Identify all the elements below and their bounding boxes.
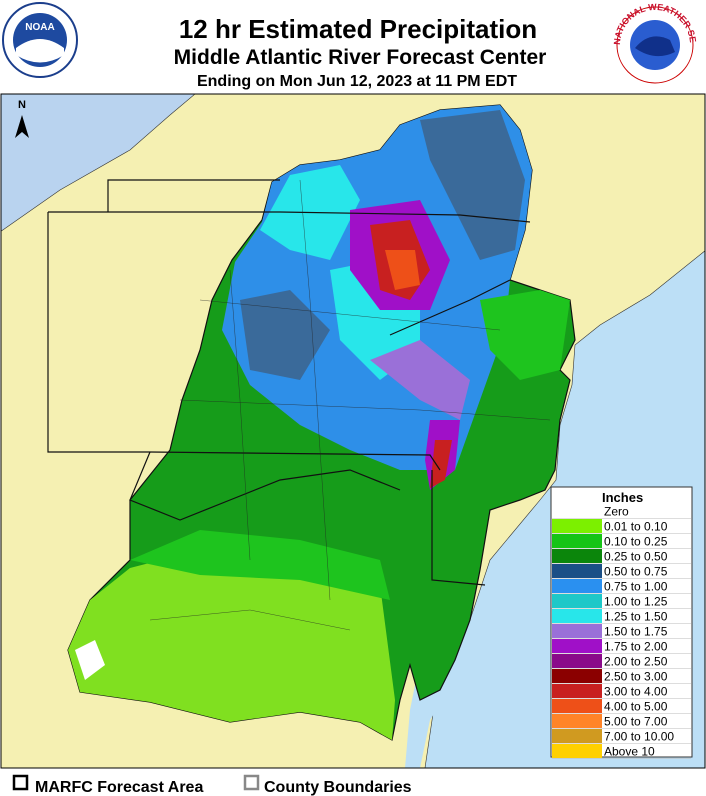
legend-label: 2.50 to 3.00 (604, 670, 668, 684)
legend-swatch (552, 654, 602, 668)
legend-swatch (552, 594, 602, 608)
legend-title: Inches (602, 490, 643, 505)
noaa-text: NOAA (25, 22, 54, 33)
map: N (1, 94, 705, 768)
legend-swatch (552, 714, 602, 728)
legend-label: 7.00 to 10.00 (604, 730, 674, 744)
legend-swatch (552, 729, 602, 743)
legend-label: 0.75 to 1.00 (604, 580, 668, 594)
county-label: County Boundaries (264, 779, 412, 796)
legend-swatch (552, 624, 602, 638)
legend-label: Zero (604, 505, 629, 519)
legend-swatch (552, 744, 602, 758)
legend-swatch (552, 684, 602, 698)
noaa-logo: NOAA (2, 2, 78, 78)
forecast-area-label: MARFC Forecast Area (35, 779, 203, 796)
legend-label: 5.00 to 7.00 (604, 715, 668, 729)
legend-swatch (552, 699, 602, 713)
subtitle: Middle Atlantic River Forecast Center (174, 46, 547, 69)
legend-label: 1.50 to 1.75 (604, 625, 668, 639)
ending-time: Ending on Mon Jun 12, 2023 at 11 PM EDT (197, 73, 517, 90)
legend-label: 2.00 to 2.50 (604, 655, 668, 669)
legend-label: 0.50 to 0.75 (604, 565, 668, 579)
north-label: N (18, 99, 26, 111)
legend-swatch (552, 534, 602, 548)
legend-label: 1.25 to 1.50 (604, 610, 668, 624)
legend-swatch (552, 504, 602, 518)
legend-label: 3.00 to 4.00 (604, 685, 668, 699)
legend-swatch (552, 579, 602, 593)
legend-label: 0.01 to 0.10 (604, 520, 668, 534)
legend-label: 1.00 to 1.25 (604, 595, 668, 609)
legend-label: 1.75 to 2.00 (604, 640, 668, 654)
legend-label: 4.00 to 5.00 (604, 700, 668, 714)
legend-swatch (552, 549, 602, 563)
legend-swatch (552, 609, 602, 623)
legend-swatch (552, 519, 602, 533)
legend-swatch (552, 639, 602, 653)
legend-swatch (552, 669, 602, 683)
legend-label: 0.25 to 0.50 (604, 550, 668, 564)
county-icon (243, 774, 260, 791)
title: 12 hr Estimated Precipitation (179, 14, 537, 44)
forecast-area-icon (12, 774, 29, 791)
legend-label: 0.10 to 0.25 (604, 535, 668, 549)
legend-label: Above 10 (604, 745, 655, 759)
legend-swatch (552, 564, 602, 578)
